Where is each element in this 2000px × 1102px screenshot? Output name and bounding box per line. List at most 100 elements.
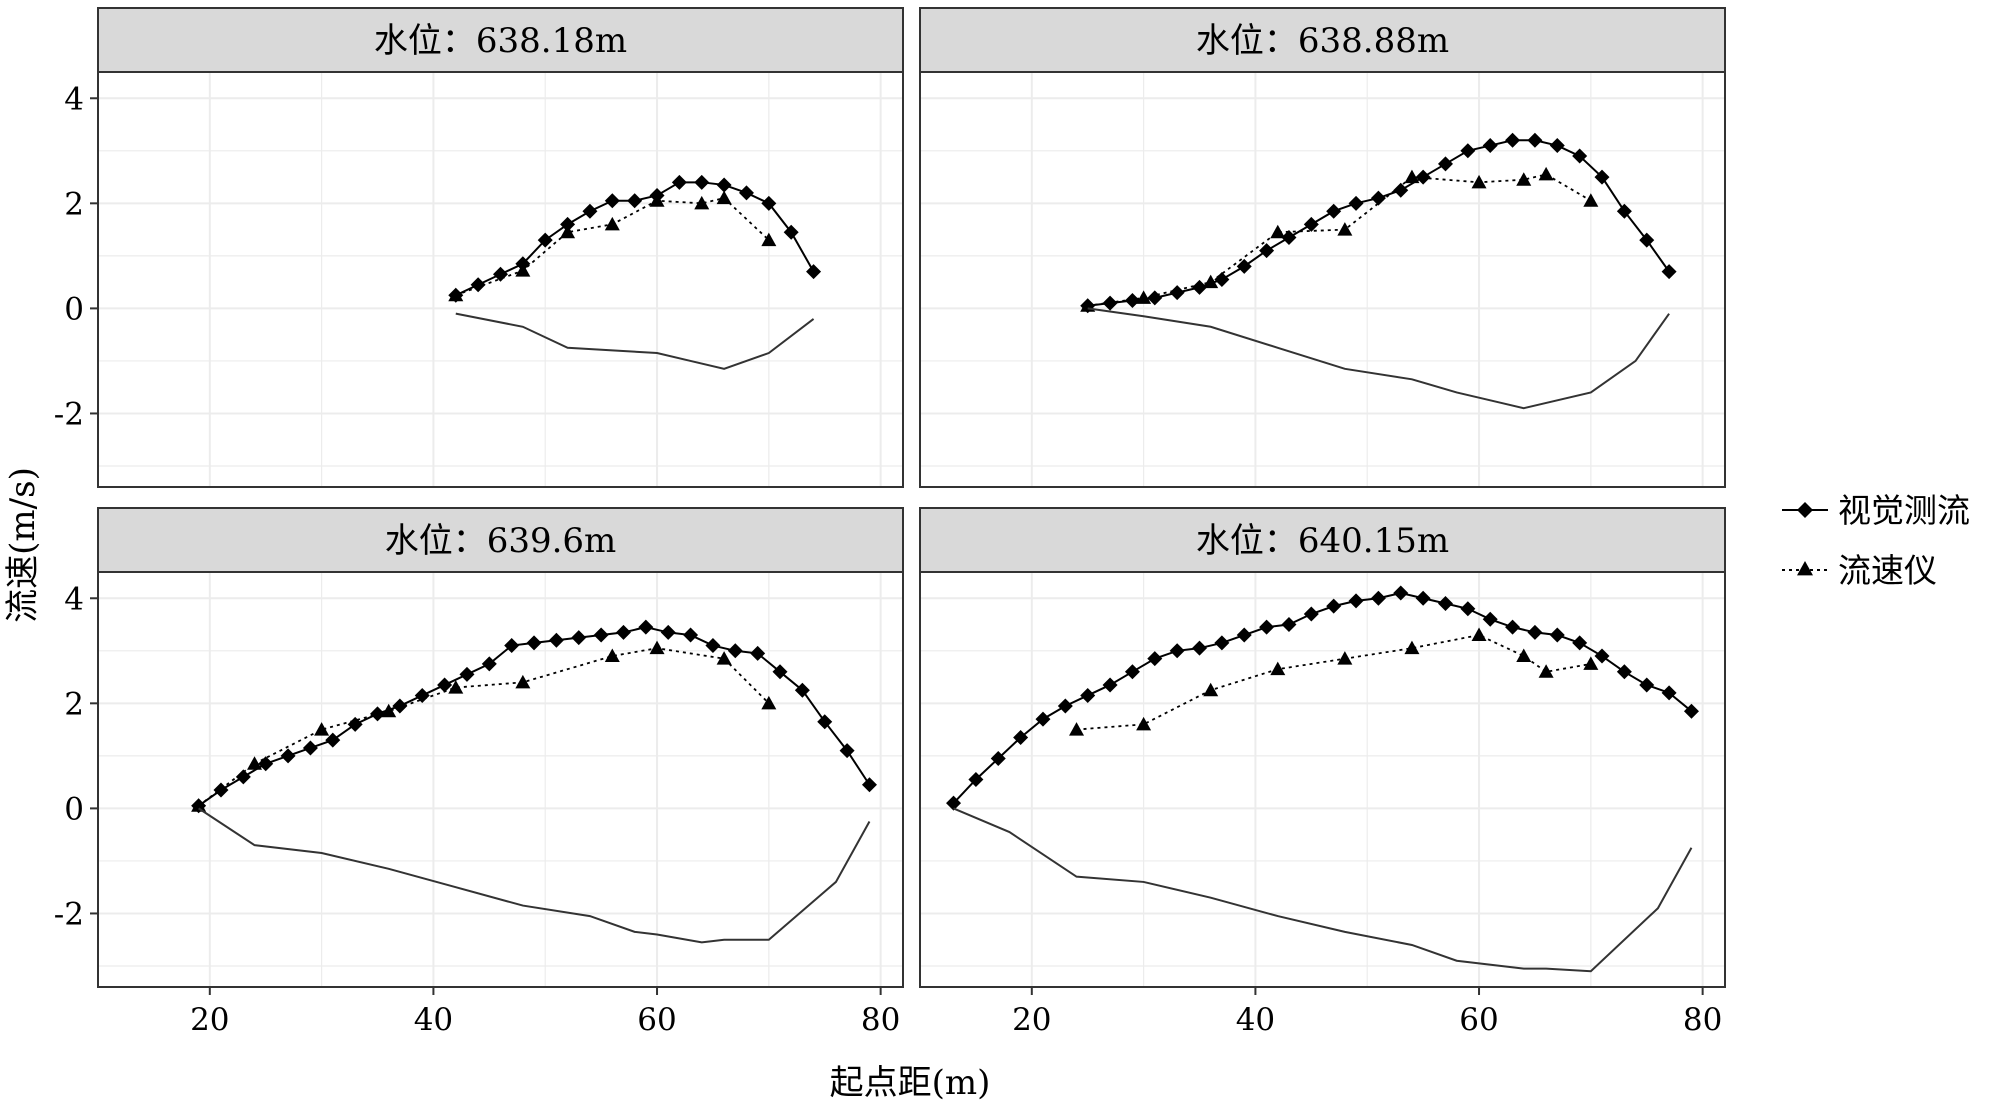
x-tick-label: 40 xyxy=(1236,1002,1275,1038)
data-point-meter xyxy=(649,640,665,655)
y-tick-label: 4 xyxy=(64,81,84,117)
data-point-visual xyxy=(481,656,497,672)
data-point-visual xyxy=(627,193,643,209)
data-point-visual xyxy=(772,664,788,680)
data-point-visual xyxy=(946,795,962,811)
data-point-visual xyxy=(1527,624,1543,640)
section-profile-line xyxy=(198,807,871,944)
data-point-visual xyxy=(716,177,732,193)
data-point-visual xyxy=(235,769,251,785)
facet-strip-title: 水位：639.6m xyxy=(385,521,617,561)
facet-panel-4: 水位：640.15m xyxy=(919,507,1726,988)
data-point-visual xyxy=(1505,132,1521,148)
data-point-meter xyxy=(1069,722,1085,736)
facet-panels: 水位：638.18m 水位：638.88m 水位：639.6m 水位：640.15m xyxy=(97,7,1726,988)
facet-strip xyxy=(97,7,904,73)
data-point-meter xyxy=(1337,222,1353,236)
facet-strip-title: 水位：638.18m xyxy=(374,21,627,61)
data-point-meter xyxy=(1203,682,1219,697)
legend-diamond xyxy=(1797,502,1813,518)
data-point-visual xyxy=(1482,611,1498,627)
data-point-visual xyxy=(705,638,721,654)
data-point-visual xyxy=(571,630,587,646)
data-point-meter xyxy=(560,224,576,239)
panel-background xyxy=(98,572,903,987)
data-point-visual xyxy=(1616,203,1632,219)
data-point-meter xyxy=(716,190,732,205)
data-point-visual xyxy=(1057,698,1073,714)
data-point-visual xyxy=(1348,195,1364,211)
data-point-meter xyxy=(1538,664,1554,678)
y-tick-label: 0 xyxy=(64,791,84,827)
data-point-meter xyxy=(247,756,263,770)
series-line-meter xyxy=(198,647,770,807)
x-tick-label: 60 xyxy=(1459,1002,1498,1038)
data-point-visual xyxy=(1572,148,1588,164)
data-point-visual xyxy=(638,619,654,635)
legend-triangle xyxy=(1797,561,1813,576)
data-point-visual xyxy=(1124,293,1140,309)
data-point-meter xyxy=(1136,716,1152,731)
data-point-visual xyxy=(1259,619,1275,635)
panel-background xyxy=(920,72,1725,487)
axes: -2 0 2 4 -2 0 2 4 20 40 60 80 20 40 60 80 xyxy=(54,81,1723,1038)
facet-strip-title: 水位：640.15m xyxy=(1196,521,1449,561)
data-point-visual xyxy=(1460,143,1476,159)
data-point-visual xyxy=(1572,635,1588,651)
data-point-visual xyxy=(1326,203,1342,219)
data-point-meter xyxy=(1471,627,1487,642)
data-point-visual xyxy=(1661,264,1677,280)
section-profile-line xyxy=(1087,307,1670,410)
x-axis-title: 起点距(m) xyxy=(830,1063,991,1102)
data-point-meter xyxy=(761,232,777,247)
data-point-visual xyxy=(1616,664,1632,680)
data-point-visual xyxy=(392,698,408,714)
data-point-visual xyxy=(1326,598,1342,614)
data-point-meter xyxy=(381,703,397,718)
data-point-meter xyxy=(314,722,330,736)
data-point-visual xyxy=(817,714,833,730)
data-point-visual xyxy=(1437,156,1453,172)
data-point-visual xyxy=(1281,229,1297,245)
data-point-meter xyxy=(1516,648,1532,663)
data-point-visual xyxy=(537,232,553,248)
data-point-meter xyxy=(1583,656,1599,670)
data-point-visual xyxy=(1437,596,1453,612)
data-point-visual xyxy=(213,782,229,798)
data-point-meter xyxy=(1516,172,1532,186)
data-point-visual xyxy=(325,732,341,748)
series-line-meter xyxy=(1087,173,1592,307)
y-tick-label: -2 xyxy=(54,896,84,932)
facet-strip xyxy=(919,507,1726,573)
data-point-visual xyxy=(1013,729,1029,745)
x-tick-label: 20 xyxy=(1012,1002,1051,1038)
data-point-visual xyxy=(1393,585,1409,601)
facet-panel-3: 水位：639.6m xyxy=(97,507,904,988)
data-point-visual xyxy=(671,174,687,190)
data-point-visual xyxy=(1594,169,1610,185)
y-tick-label: -2 xyxy=(54,396,84,432)
data-point-meter xyxy=(1471,174,1487,189)
x-tick-label: 80 xyxy=(861,1002,900,1038)
y-tick-label: 2 xyxy=(64,686,84,722)
panel-border xyxy=(919,71,1726,488)
data-point-visual xyxy=(1169,643,1185,659)
x-tick-label: 40 xyxy=(414,1002,453,1038)
data-point-visual xyxy=(1661,685,1677,701)
data-point-visual xyxy=(593,627,609,643)
data-point-visual xyxy=(560,216,576,232)
data-point-meter xyxy=(604,216,620,231)
data-point-visual xyxy=(1683,703,1699,719)
data-point-visual xyxy=(738,185,754,201)
data-point-visual xyxy=(861,777,877,793)
y-tick-label: 0 xyxy=(64,291,84,327)
data-point-visual xyxy=(1192,279,1208,295)
data-point-meter xyxy=(649,193,665,207)
data-point-visual xyxy=(806,264,822,280)
data-point-visual xyxy=(280,748,296,764)
data-point-visual xyxy=(990,750,1006,766)
data-point-visual xyxy=(1192,640,1208,656)
data-point-meter xyxy=(1203,274,1219,289)
data-point-visual xyxy=(1505,619,1521,635)
data-point-meter xyxy=(604,648,620,663)
